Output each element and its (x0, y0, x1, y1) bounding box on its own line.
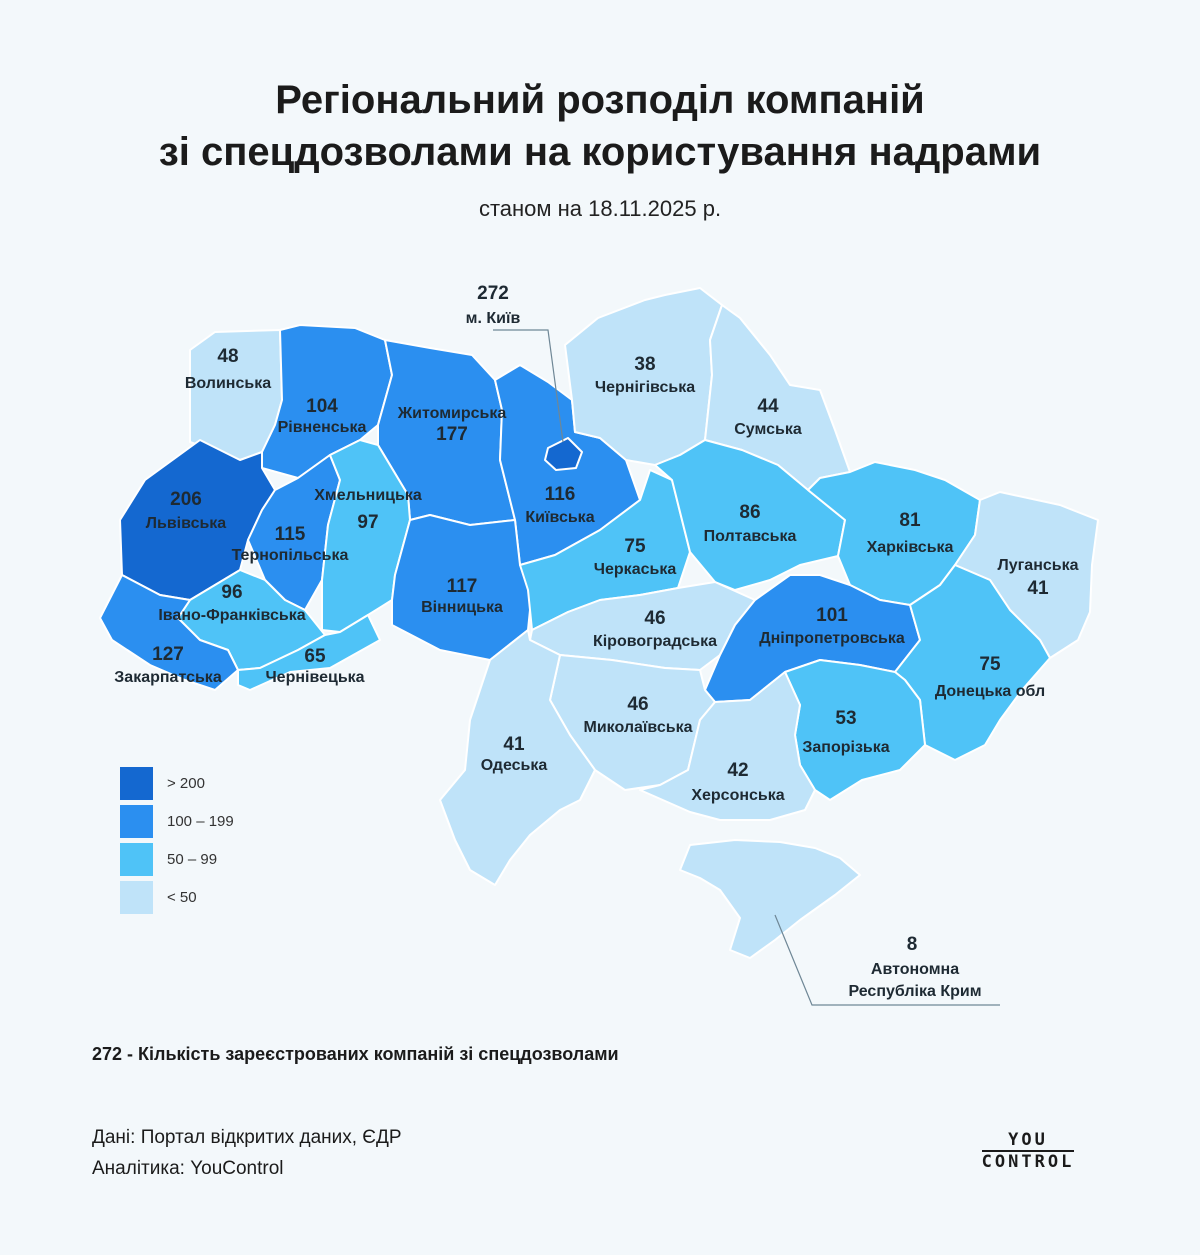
legend-label: 100 – 199 (167, 812, 234, 830)
legend-swatch (120, 766, 153, 800)
region-name-luhansk: Луганська (998, 557, 1079, 574)
region-chernivtsi (237, 614, 381, 691)
leader-kyiv-city (493, 329, 564, 443)
subtitle: станом на 18.11.2025 р. (478, 196, 722, 221)
region-count-luhansk: 41 (1027, 578, 1049, 599)
legend-item-50-99: 50 – 99 (120, 840, 234, 878)
map-legend: > 200 100 – 199 50 – 99 < 50 (120, 764, 234, 916)
region-name-sumy: Сумська (734, 421, 802, 438)
region-count-lviv: 206 (170, 489, 202, 510)
region-count-volyn: 48 (217, 346, 238, 367)
legend-label: 50 – 99 (167, 850, 218, 868)
region-count-kherson: 42 (727, 760, 748, 781)
count-note: 272 - Кількість зареєстрованих компаній … (92, 1044, 619, 1064)
region-count-sumy: 44 (757, 396, 779, 417)
region-ternopil (247, 454, 341, 611)
region-count-mykolaiv: 46 (627, 694, 648, 715)
region-name-crimea-line2: Республіка Крим (848, 983, 981, 1000)
legend-label: < 50 (167, 888, 197, 906)
region-name-chernihiv: Чернігівська (595, 379, 695, 396)
analytics-credit: Аналітика: YouControl (92, 1158, 284, 1179)
region-count-zaporizhzhia: 53 (835, 708, 856, 729)
region-name-kherson: Херсонська (691, 787, 784, 804)
title-line-1: Регіональний розподіл компаній (275, 78, 925, 122)
region-name-zhytomyr: Житомирська (397, 405, 507, 422)
region-name-chernivtsi: Чернівецька (265, 669, 364, 686)
legend-swatch (120, 880, 153, 914)
region-count-kharkiv: 81 (899, 510, 921, 531)
region-name-rivne: Рівненська (278, 419, 367, 436)
region-name-kyiv-city: м. Київ (466, 310, 521, 327)
region-name-ivano-frankivsk: Івано-Франківська (158, 607, 305, 624)
region-count-zhytomyr: 177 (436, 424, 468, 445)
region-name-mykolaiv: Миколаївська (584, 719, 693, 736)
region-name-zakarpattia: Закарпатська (114, 669, 222, 686)
region-name-ternopil: Тернопільська (232, 547, 349, 564)
legend-swatch (120, 804, 153, 838)
region-count-poltava: 86 (739, 502, 760, 523)
legend-item-lt50: < 50 (120, 878, 234, 916)
region-kyiv-city (544, 437, 583, 471)
region-khmelnytskyi (321, 439, 411, 633)
region-count-ivano-frankivsk: 96 (221, 582, 242, 603)
region-count-cherkasy: 75 (624, 536, 646, 557)
region-count-kirovohrad: 46 (644, 608, 665, 629)
youcontrol-logo: YOU CONTROL (976, 1130, 1080, 1172)
region-name-odesa: Одеська (481, 757, 548, 774)
legend-swatch (120, 842, 153, 876)
page-title: Регіональний розподіл компаній зі спецдо… (0, 74, 1200, 178)
region-count-ternopil: 115 (275, 524, 306, 545)
leader-crimea (774, 914, 1000, 1006)
region-name-kyiv-obl: Київська (525, 509, 594, 526)
region-count-zakarpattia: 127 (152, 644, 184, 665)
region-count-dnipro: 101 (816, 605, 848, 626)
region-count-vinnytsia: 117 (447, 576, 478, 597)
region-count-chernihiv: 38 (634, 354, 655, 375)
region-kherson (639, 671, 816, 821)
region-name-khmelnytskyi: Хмельницька (314, 487, 422, 504)
title-line-2: зі спецдозволами на користування надрами (158, 130, 1042, 174)
region-name-crimea-line1: Автономна (871, 961, 959, 978)
region-count-donetsk: 75 (979, 654, 1001, 675)
region-name-dnipro: Дніпропетровська (759, 630, 905, 647)
legend-item-100-199: 100 – 199 (120, 802, 234, 840)
region-name-zaporizhzhia: Запорізька (802, 739, 889, 756)
data-source: Дані: Портал відкритих даних, ЄДР (92, 1127, 402, 1148)
region-name-donetsk: Донецька обл (935, 683, 1045, 700)
region-count-rivne: 104 (306, 396, 338, 417)
region-name-vinnytsia: Вінницька (421, 599, 503, 616)
region-name-kharkiv: Харківська (867, 539, 954, 556)
region-name-kirovohrad: Кіровоградська (593, 633, 717, 650)
legend-label: > 200 (167, 774, 205, 792)
region-count-chernivtsi: 65 (304, 646, 326, 667)
region-name-poltava: Полтавська (704, 528, 797, 545)
region-count-odesa: 41 (503, 734, 525, 755)
region-name-cherkasy: Черкаська (594, 561, 677, 578)
logo-text-bottom: CONTROL (981, 1150, 1075, 1172)
region-crimea (679, 839, 861, 959)
region-name-volyn: Волинська (185, 375, 271, 392)
region-count-kyiv-city: 272 (477, 283, 509, 304)
region-count-kyiv-obl: 116 (545, 484, 576, 505)
region-name-lviv: Львівська (146, 515, 227, 532)
legend-item-gt200: > 200 (120, 764, 234, 802)
region-odesa (439, 629, 596, 886)
region-count-crimea: 8 (907, 934, 918, 955)
region-lviv (119, 439, 276, 601)
logo-text-top: YOU (1008, 1130, 1048, 1150)
region-count-khmelnytskyi: 97 (357, 512, 378, 533)
